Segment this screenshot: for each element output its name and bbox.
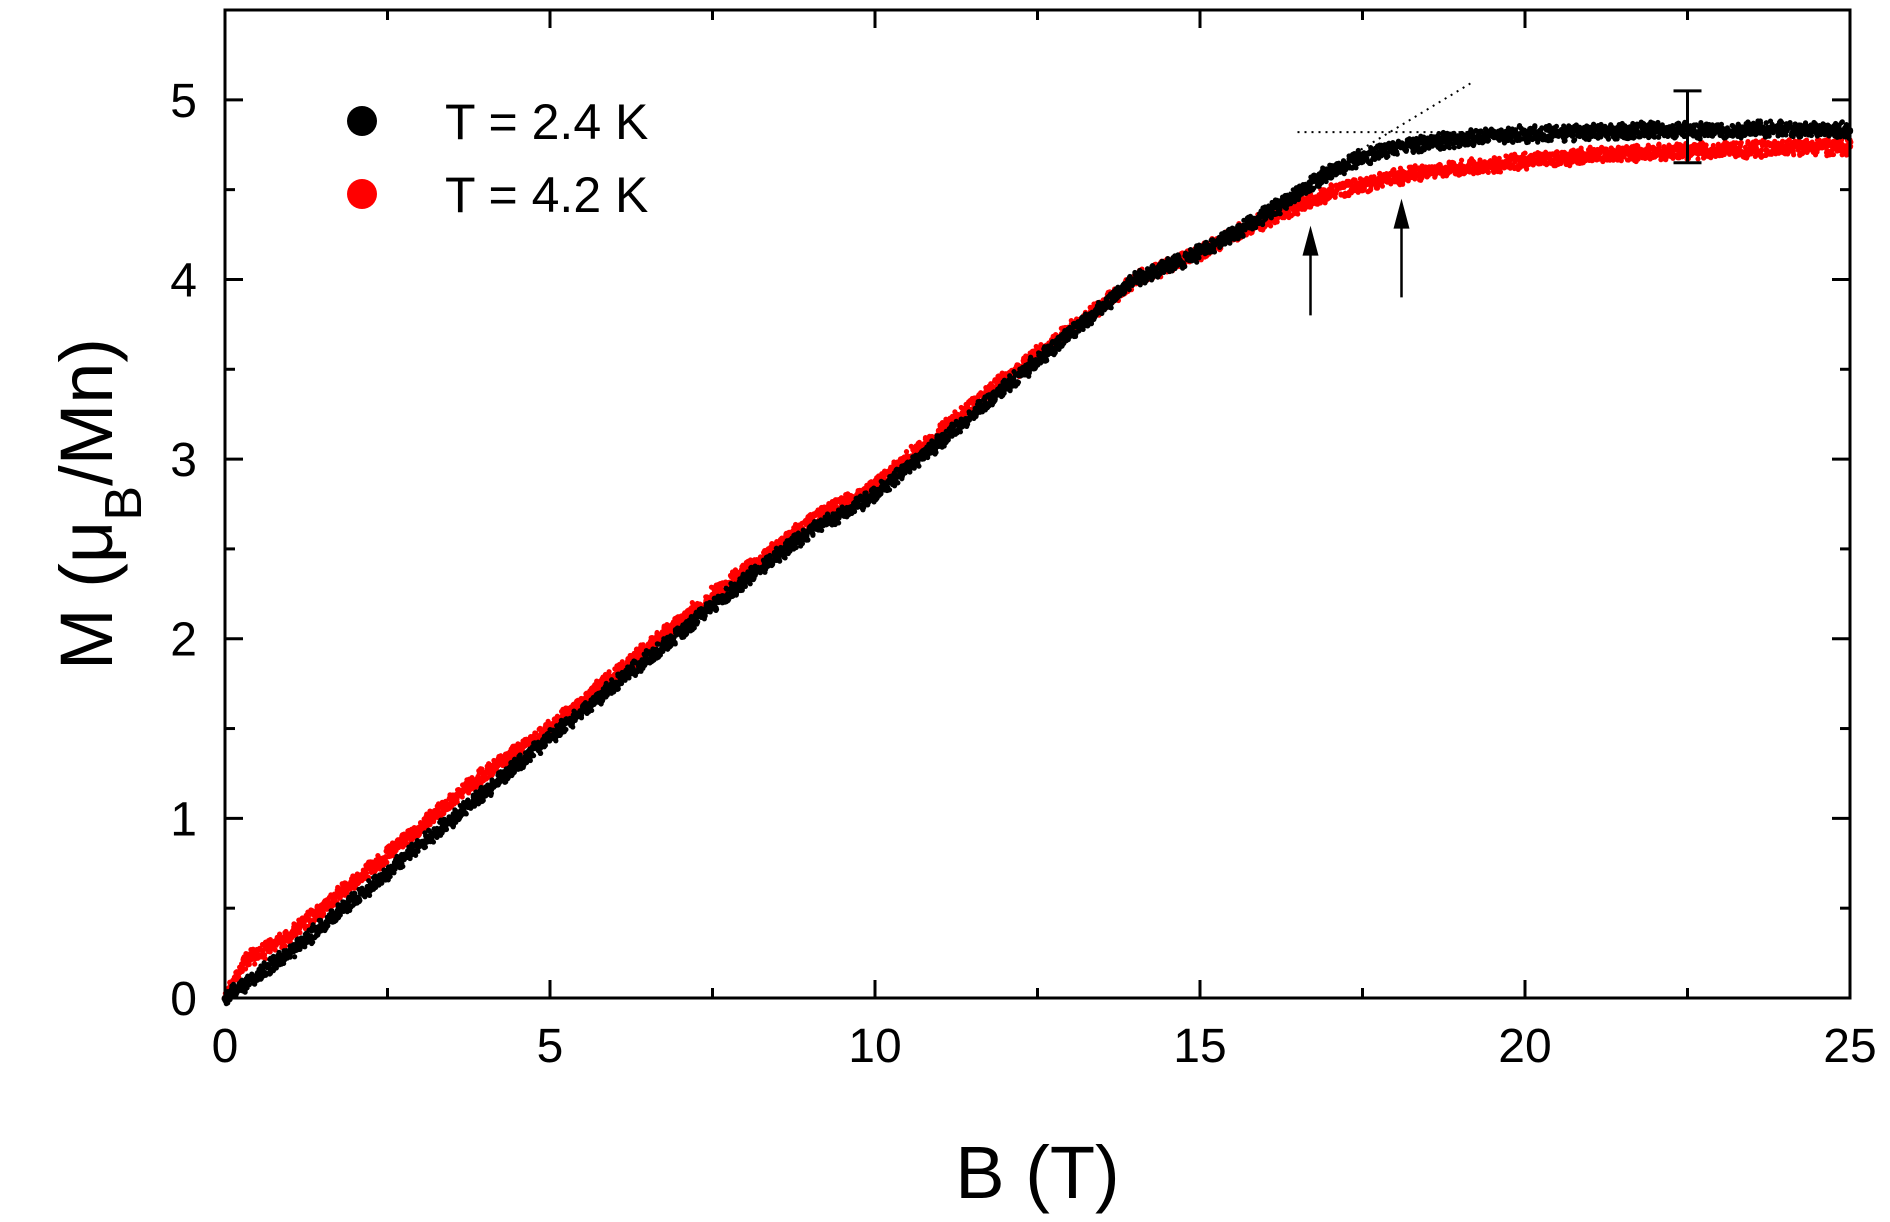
data-point — [454, 797, 460, 803]
data-point — [799, 520, 805, 527]
data-point — [1295, 211, 1301, 217]
data-point — [493, 766, 499, 772]
series-4-2K — [221, 135, 1854, 1003]
data-point — [1379, 183, 1385, 189]
data-point — [532, 730, 538, 736]
data-point — [1458, 157, 1465, 163]
data-point — [242, 966, 249, 972]
data-point — [245, 962, 251, 968]
data-point — [363, 870, 370, 876]
data-layer — [221, 118, 1854, 1007]
data-point — [282, 943, 289, 949]
data-point — [257, 945, 263, 951]
data-point — [903, 449, 910, 455]
data-point — [496, 762, 502, 768]
data-point — [297, 930, 303, 936]
data-point — [277, 931, 283, 937]
data-point — [441, 810, 447, 817]
data-point — [1523, 166, 1530, 172]
data-point — [261, 952, 268, 958]
data-point — [384, 859, 390, 865]
data-point — [484, 775, 490, 781]
data-point — [321, 910, 327, 917]
data-point — [1757, 149, 1764, 155]
data-point — [272, 947, 278, 953]
data-point — [252, 961, 258, 967]
data-point — [235, 973, 241, 979]
data-point — [1695, 156, 1701, 162]
data-point — [640, 642, 646, 648]
data-point — [1737, 144, 1743, 150]
data-point — [664, 622, 670, 628]
data-point — [606, 669, 612, 675]
data-point — [1656, 142, 1662, 148]
